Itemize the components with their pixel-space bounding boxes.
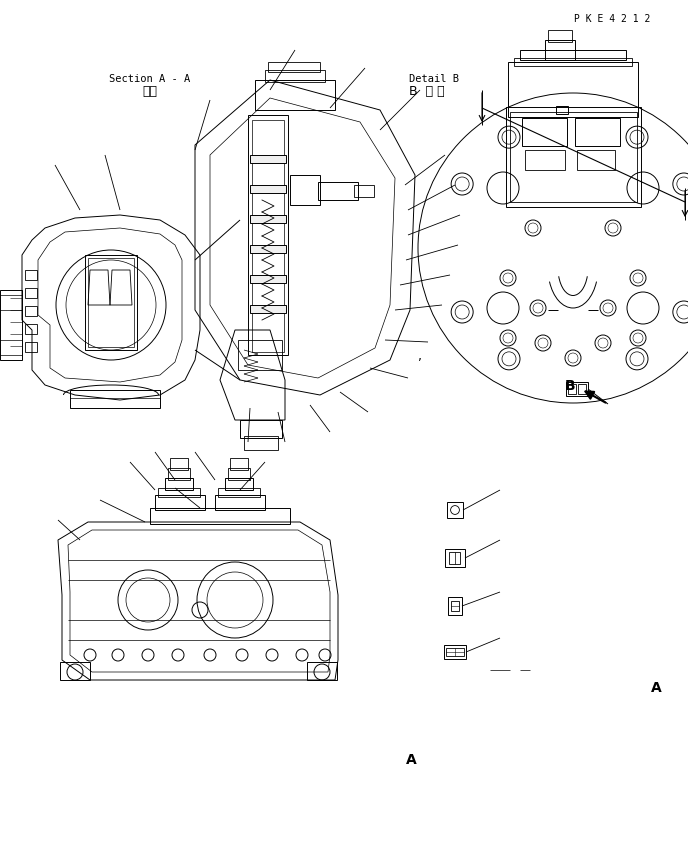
Bar bbox=[88, 258, 134, 347]
Bar bbox=[250, 305, 286, 313]
Bar bbox=[168, 468, 190, 480]
Bar bbox=[568, 384, 576, 394]
Bar bbox=[268, 62, 320, 72]
Bar bbox=[506, 107, 641, 207]
Bar bbox=[520, 50, 626, 60]
Bar bbox=[449, 552, 460, 565]
Bar bbox=[158, 488, 200, 497]
Bar bbox=[25, 324, 37, 334]
Bar bbox=[170, 458, 188, 470]
Bar bbox=[218, 488, 260, 497]
Text: Section A - A: Section A - A bbox=[109, 74, 191, 84]
Bar bbox=[290, 175, 320, 205]
Bar bbox=[307, 662, 337, 680]
Bar bbox=[250, 275, 286, 283]
Bar bbox=[0, 290, 22, 360]
Bar bbox=[250, 155, 286, 163]
Bar bbox=[240, 420, 282, 438]
Text: 断面: 断面 bbox=[142, 85, 158, 98]
Bar bbox=[244, 436, 278, 450]
Bar bbox=[548, 30, 572, 42]
Text: A: A bbox=[651, 681, 662, 694]
Bar bbox=[447, 502, 463, 518]
Bar bbox=[556, 106, 568, 114]
Bar bbox=[85, 255, 137, 350]
Bar bbox=[248, 115, 288, 355]
Bar bbox=[25, 306, 37, 316]
Bar bbox=[215, 495, 265, 510]
Bar bbox=[250, 245, 286, 253]
Bar bbox=[514, 58, 632, 66]
Text: A: A bbox=[406, 753, 417, 767]
Bar bbox=[25, 288, 37, 298]
Bar bbox=[522, 118, 567, 146]
Bar bbox=[165, 478, 193, 490]
Bar bbox=[448, 597, 462, 615]
Text: Detail B: Detail B bbox=[409, 74, 460, 84]
Bar bbox=[265, 70, 325, 82]
Text: B: B bbox=[564, 380, 575, 393]
Bar bbox=[445, 549, 465, 567]
Bar bbox=[575, 118, 620, 146]
Bar bbox=[60, 662, 90, 680]
Bar bbox=[566, 382, 588, 396]
Bar bbox=[225, 478, 253, 490]
Bar bbox=[577, 150, 615, 170]
Bar bbox=[70, 390, 160, 408]
Bar bbox=[444, 645, 466, 659]
Bar bbox=[255, 80, 335, 110]
Bar bbox=[451, 600, 459, 611]
Bar bbox=[447, 648, 464, 656]
Bar bbox=[238, 340, 282, 370]
Bar bbox=[250, 185, 286, 193]
Text: B  詳 細: B 詳 細 bbox=[409, 85, 445, 98]
Bar bbox=[25, 270, 37, 280]
Bar bbox=[578, 384, 586, 394]
Bar bbox=[150, 508, 290, 524]
Bar bbox=[508, 62, 638, 117]
Bar bbox=[318, 182, 358, 200]
Bar bbox=[25, 342, 37, 352]
Text: P K E 4 2 1 2: P K E 4 2 1 2 bbox=[574, 14, 650, 24]
Bar bbox=[250, 215, 286, 223]
Bar bbox=[510, 112, 637, 202]
Bar bbox=[155, 495, 205, 510]
Bar bbox=[252, 120, 284, 352]
Bar bbox=[230, 458, 248, 470]
Text: ,: , bbox=[418, 350, 422, 363]
Bar bbox=[228, 468, 250, 480]
Bar bbox=[354, 185, 374, 197]
Bar bbox=[525, 150, 565, 170]
Bar bbox=[545, 40, 575, 60]
